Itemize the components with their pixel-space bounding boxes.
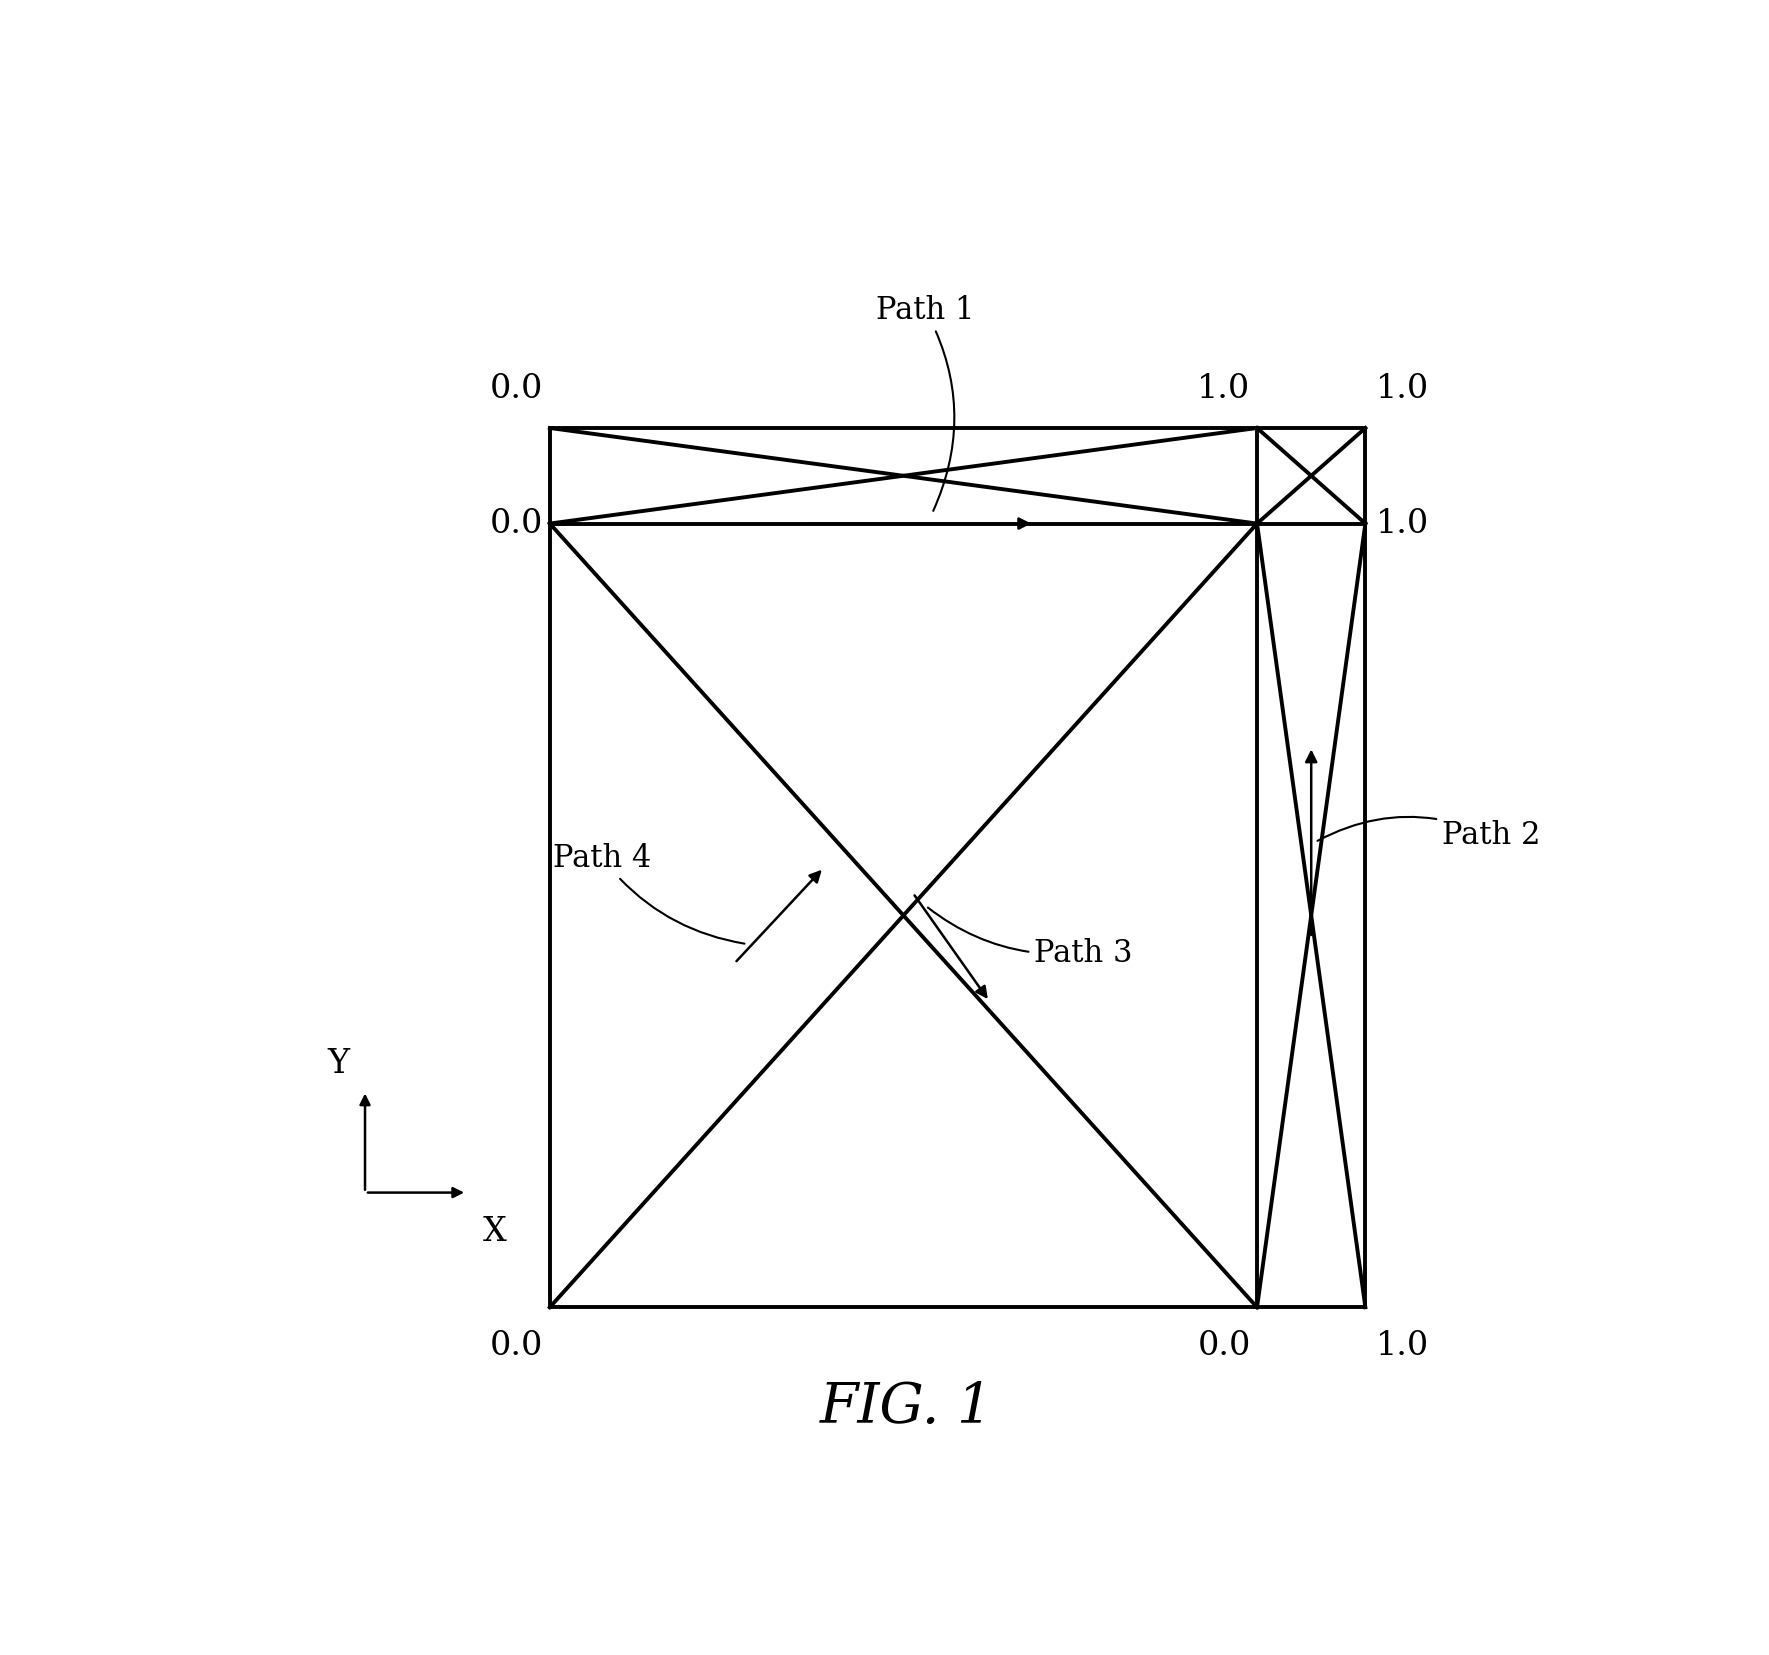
Text: Y: Y: [327, 1049, 350, 1081]
Text: 0.0: 0.0: [490, 1331, 543, 1362]
Text: 1.0: 1.0: [1376, 508, 1429, 540]
Text: 1.0: 1.0: [1198, 372, 1251, 405]
Text: 1.0: 1.0: [1376, 372, 1429, 405]
Text: 0.0: 0.0: [490, 508, 543, 540]
Text: 1.0: 1.0: [1376, 1331, 1429, 1362]
Text: Path 3: Path 3: [929, 907, 1132, 968]
Text: FIG. 1: FIG. 1: [821, 1380, 992, 1435]
Text: Path 1: Path 1: [876, 295, 975, 511]
Text: Path 4: Path 4: [554, 842, 745, 943]
Text: 0.0: 0.0: [490, 372, 543, 405]
Text: 0.0: 0.0: [1198, 1331, 1251, 1362]
Text: Path 2: Path 2: [1318, 818, 1541, 851]
Text: X: X: [483, 1215, 506, 1248]
